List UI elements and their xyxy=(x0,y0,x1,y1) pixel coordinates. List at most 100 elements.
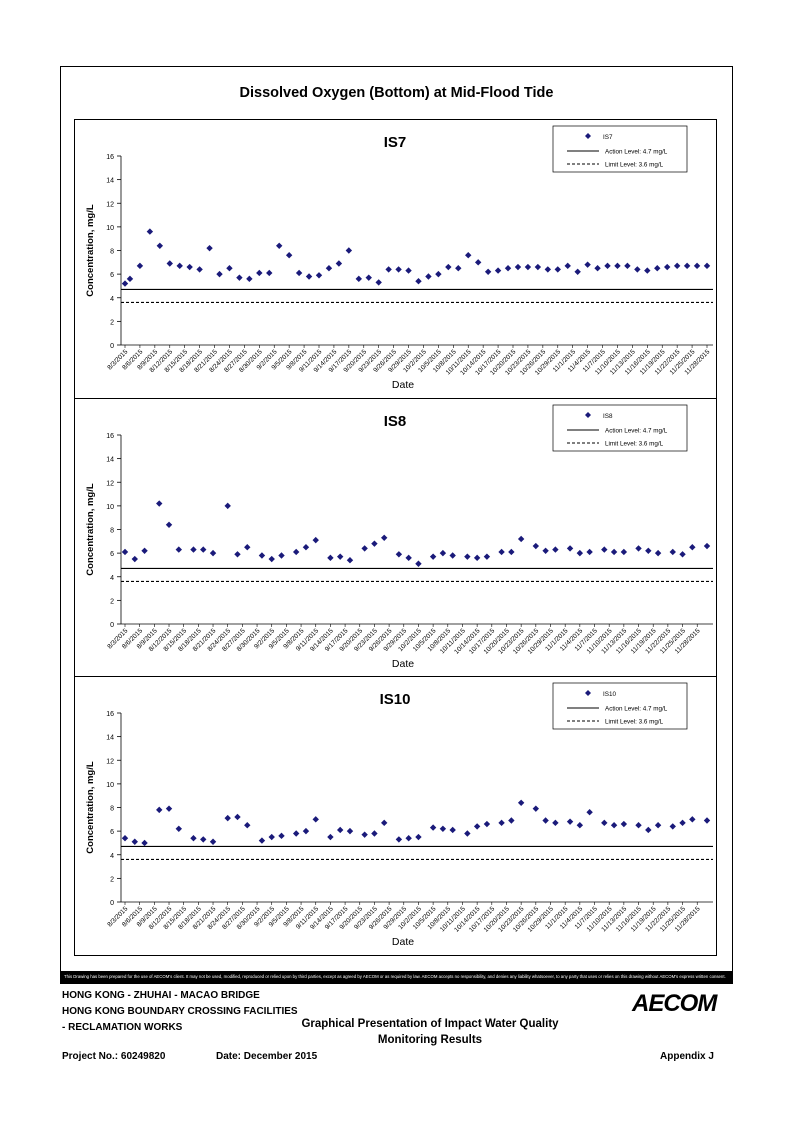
data-point xyxy=(634,266,641,273)
y-tick-label: 12 xyxy=(106,758,114,765)
data-point xyxy=(415,833,422,841)
data-point xyxy=(345,247,353,254)
data-point xyxy=(689,816,696,823)
legend-label-action: Action Level: 4.7 mg/L xyxy=(605,149,668,156)
data-point xyxy=(295,269,303,277)
data-point xyxy=(552,819,559,827)
data-point xyxy=(703,262,711,270)
data-point xyxy=(455,265,462,272)
data-point xyxy=(544,266,552,273)
data-point xyxy=(703,817,711,824)
data-point xyxy=(415,560,422,567)
data-point xyxy=(385,266,392,273)
data-point xyxy=(244,822,251,829)
data-point xyxy=(534,263,542,271)
data-point xyxy=(381,534,388,541)
y-tick-label: 8 xyxy=(110,806,114,813)
y-tick-label: 6 xyxy=(110,829,114,836)
data-point xyxy=(335,260,343,267)
data-point xyxy=(679,551,686,558)
footer-date: Date: December 2015 xyxy=(216,1051,318,1062)
data-point xyxy=(126,275,134,283)
legend-label-limit: Limit Level: 3.6 mg/L xyxy=(605,162,664,169)
footer-project-line3: - RECLAMATION WORKS xyxy=(62,1022,183,1033)
aecom-logo: AECOM xyxy=(632,990,717,1017)
legend-label-limit: Limit Level: 3.6 mg/L xyxy=(605,719,664,726)
data-point xyxy=(594,265,601,272)
chart-title: IS7 xyxy=(384,134,407,151)
data-point xyxy=(375,279,382,286)
data-point xyxy=(256,269,263,277)
data-point xyxy=(574,268,581,275)
data-point xyxy=(206,244,213,252)
data-point xyxy=(156,242,164,249)
data-point xyxy=(508,817,515,824)
y-tick-label: 16 xyxy=(106,711,114,718)
footer-report-title-2: Monitoring Results xyxy=(377,1034,483,1046)
legend-label-series: IS8 xyxy=(603,413,613,420)
data-point xyxy=(586,548,593,556)
data-point xyxy=(601,546,608,553)
data-point xyxy=(464,553,471,560)
data-point xyxy=(679,819,686,827)
data-point xyxy=(524,263,532,271)
data-point xyxy=(327,554,334,562)
y-tick-label: 0 xyxy=(110,900,114,907)
y-tick-label: 0 xyxy=(110,622,114,629)
data-point xyxy=(302,544,310,551)
data-point xyxy=(542,547,549,554)
data-point xyxy=(483,820,491,828)
data-point xyxy=(464,830,471,837)
data-point xyxy=(654,549,662,557)
data-point xyxy=(425,273,432,280)
x-axis-label: Date xyxy=(392,379,414,391)
data-point xyxy=(336,553,344,560)
data-point xyxy=(429,824,437,831)
data-point xyxy=(292,830,300,837)
legend-marker xyxy=(585,133,591,139)
data-point xyxy=(266,269,273,277)
data-point xyxy=(371,540,378,547)
data-point xyxy=(312,536,319,544)
legend-box xyxy=(552,682,688,730)
data-point xyxy=(504,265,512,272)
data-point xyxy=(234,813,241,821)
data-point xyxy=(542,817,549,824)
disclaimer-text: This Drawing has been prepared for the u… xyxy=(64,974,726,979)
data-point xyxy=(305,273,313,280)
data-point xyxy=(566,545,574,552)
data-point xyxy=(325,265,333,272)
data-point xyxy=(346,827,354,835)
data-point xyxy=(361,545,368,552)
data-point xyxy=(224,502,231,510)
data-point xyxy=(484,268,492,275)
footer-project-line2: HONG KONG BOUNDARY CROSSING FACILITIES xyxy=(62,1006,298,1017)
data-point xyxy=(624,262,631,270)
data-point xyxy=(449,552,456,559)
y-tick-label: 6 xyxy=(110,272,114,279)
data-point xyxy=(465,252,472,259)
data-point xyxy=(395,836,403,843)
data-point xyxy=(435,270,442,278)
data-point xyxy=(669,823,676,830)
y-tick-label: 16 xyxy=(106,433,114,440)
data-point xyxy=(244,544,251,551)
data-point xyxy=(564,262,571,270)
data-point xyxy=(141,547,148,554)
data-point xyxy=(689,544,696,551)
data-point xyxy=(644,267,651,274)
data-point xyxy=(566,818,574,825)
y-tick-label: 10 xyxy=(106,504,114,511)
y-tick-label: 4 xyxy=(110,853,114,860)
data-point xyxy=(635,545,642,552)
chart-title: IS8 xyxy=(384,413,407,430)
y-tick-label: 16 xyxy=(106,154,114,161)
y-tick-label: 2 xyxy=(110,876,114,883)
data-point xyxy=(532,542,540,550)
data-point xyxy=(190,546,197,553)
data-point xyxy=(498,548,505,556)
data-point xyxy=(683,262,691,270)
x-axis-label: Date xyxy=(392,658,414,670)
